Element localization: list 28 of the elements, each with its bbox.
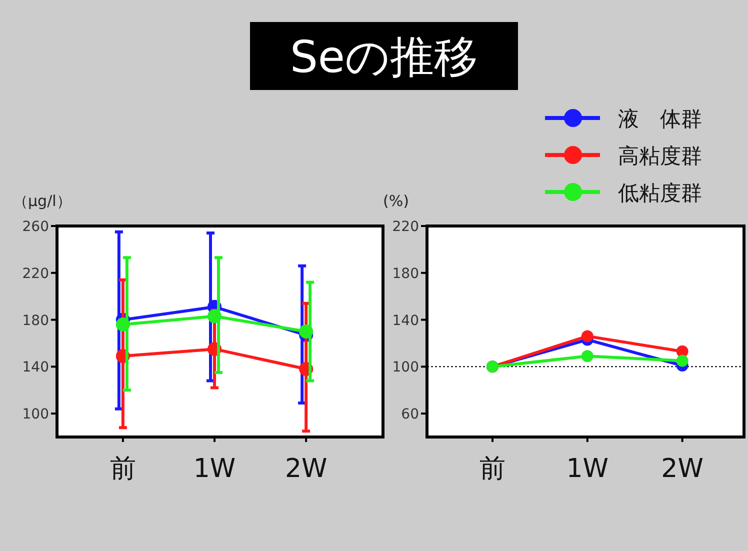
- legend-label: 液 体群: [618, 107, 702, 131]
- point: [581, 330, 594, 342]
- y-tick-label: 220: [392, 219, 419, 235]
- y-axis-title: (%): [383, 192, 409, 210]
- point: [581, 350, 594, 362]
- y-tick-label: 180: [22, 312, 49, 329]
- y-axis-title: （μg/l）: [13, 192, 72, 210]
- chart-title: Seの推移: [290, 32, 478, 83]
- y-tick-label: 100: [392, 360, 419, 376]
- x-tick-label: 2W: [284, 454, 328, 484]
- point: [116, 317, 130, 332]
- legend-label: 低粘度群: [618, 181, 702, 205]
- y-tick-label: 140: [22, 360, 49, 376]
- point: [208, 309, 222, 324]
- x-tick-label: 前: [479, 454, 506, 484]
- x-tick-label: 1W: [566, 454, 609, 484]
- y-tick-label: 260: [22, 219, 49, 235]
- y-tick-label: 180: [392, 266, 419, 282]
- y-tick-label: 100: [22, 406, 49, 423]
- x-tick-label: 前: [110, 454, 136, 484]
- point: [676, 354, 688, 367]
- y-tick-label: 60: [401, 406, 419, 423]
- y-tick-label: 140: [392, 312, 419, 329]
- y-tick-label: 220: [22, 266, 49, 282]
- x-tick-label: 1W: [193, 454, 236, 484]
- legend-label: 高粘度群: [618, 144, 702, 168]
- point: [299, 324, 314, 338]
- x-tick-label: 2W: [661, 454, 704, 484]
